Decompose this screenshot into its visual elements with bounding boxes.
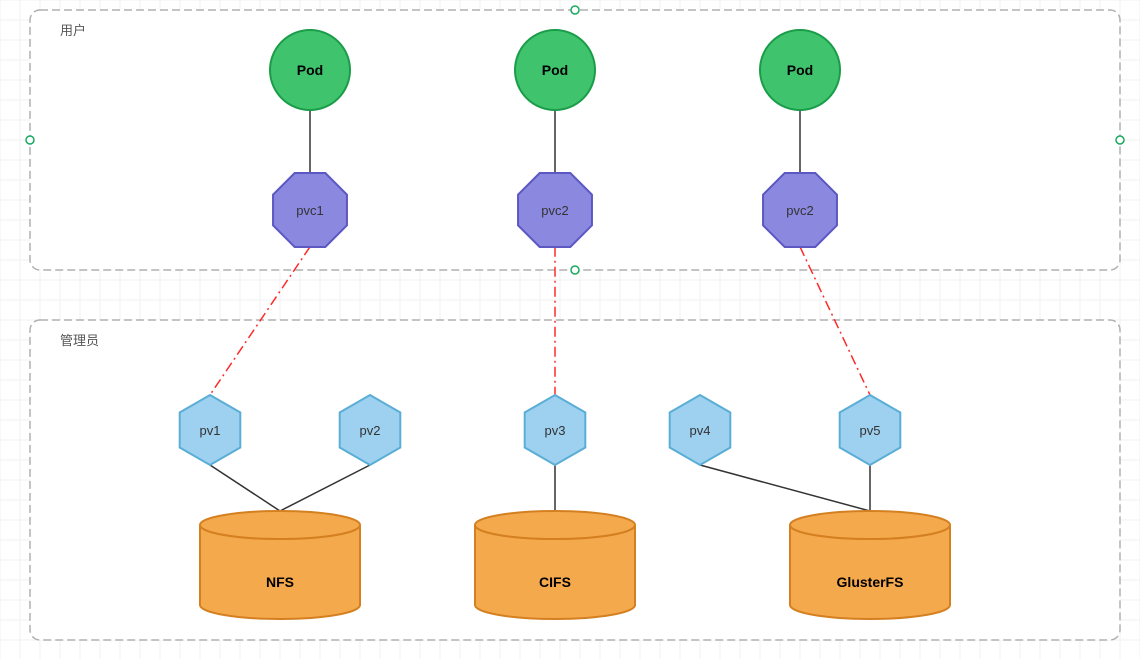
group-admin-label: 管理员 [60,333,99,348]
pod-node: Pod [760,30,840,110]
pvc-label: pvc2 [786,203,813,218]
selection-handle[interactable] [571,6,579,14]
selection-handle[interactable] [571,266,579,274]
selection-handle[interactable] [26,136,34,144]
pod-label: Pod [787,62,813,78]
pvc-label: pvc2 [541,203,568,218]
pv-label: pv4 [690,423,711,438]
pod-node: Pod [270,30,350,110]
storage-node: CIFS [475,511,635,619]
pv-label: pv2 [360,423,381,438]
pv-label: pv1 [200,423,221,438]
pvc-node: pvc2 [763,173,837,247]
pv-label: pv3 [545,423,566,438]
pod-label: Pod [542,62,568,78]
storage-label: CIFS [539,574,571,590]
pvc-label: pvc1 [296,203,323,218]
selection-handle[interactable] [1116,136,1124,144]
storage-node: GlusterFS [790,511,950,619]
pvc-node: pvc1 [273,173,347,247]
pod-label: Pod [297,62,323,78]
storage-label: NFS [266,574,294,590]
group-user-label: 用户 [60,23,86,38]
pvc-node: pvc2 [518,173,592,247]
storage-label: GlusterFS [837,574,904,590]
pod-node: Pod [515,30,595,110]
storage-node: NFS [200,511,360,619]
pv-label: pv5 [860,423,881,438]
